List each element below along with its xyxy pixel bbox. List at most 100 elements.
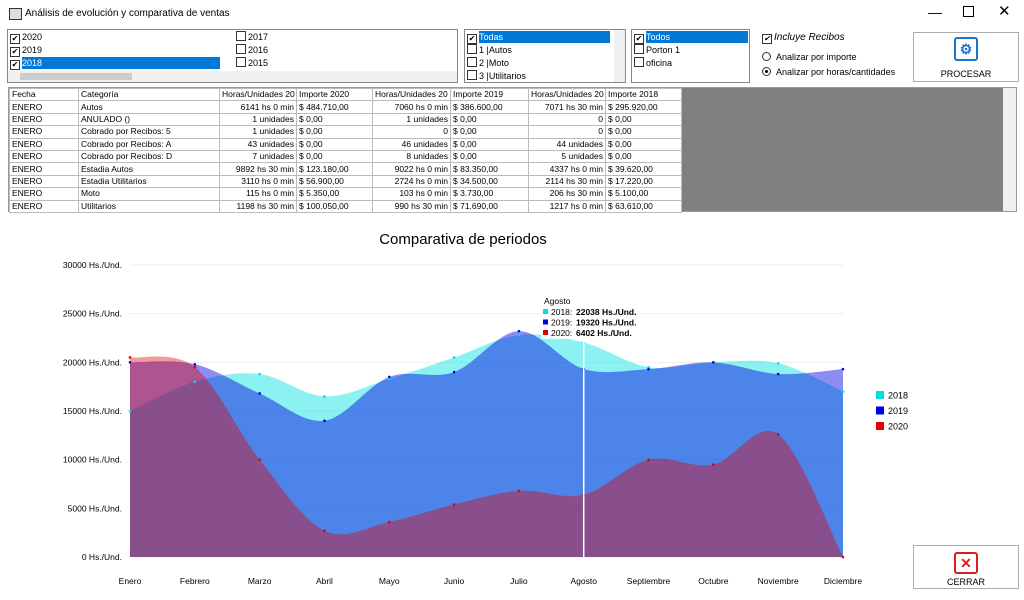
- app-icon: [9, 8, 22, 20]
- checkbox[interactable]: ✔: [634, 34, 644, 44]
- list-item-label: 2017: [248, 32, 269, 42]
- list-item-label: 2019: [22, 45, 43, 55]
- y-tick-label: 10000 Hs./Und.: [63, 455, 122, 465]
- tooltip-value: 22038 Hs./Und.: [576, 307, 636, 317]
- grid-scrollbar[interactable]: [1003, 88, 1016, 211]
- list-item-label: oficina: [646, 58, 673, 68]
- table-row[interactable]: ENERO Cobrado por Recibos: A 43 unidades $ …: [9, 137, 682, 151]
- list-item[interactable]: 1 |Autos: [467, 44, 612, 56]
- tooltip-swatch: [543, 309, 548, 314]
- checkbox[interactable]: [634, 57, 644, 67]
- table-cell: Estadia Autos: [78, 162, 220, 176]
- list-item[interactable]: 2017: [236, 31, 448, 43]
- horizontal-scrollbar[interactable]: [8, 71, 457, 82]
- list-item[interactable]: ✔ Todas: [467, 31, 612, 44]
- table-cell: ENERO: [9, 149, 79, 164]
- table-cell: $ 0,00: [296, 137, 373, 151]
- list-item[interactable]: ✔ 2018: [10, 57, 222, 70]
- column-header: Importe 2019: [450, 87, 529, 102]
- table-cell: $ 0,00: [296, 125, 373, 139]
- legend-label: 2020: [888, 422, 908, 432]
- table-row[interactable]: ENERO Estadia Autos 9892 hs 30 min $ 123.18…: [9, 162, 682, 176]
- data-point: [452, 370, 456, 374]
- list-item[interactable]: ✔ 2020: [10, 31, 222, 44]
- maximize-button[interactable]: [963, 6, 974, 17]
- table-cell: 44 unidades: [528, 137, 606, 151]
- year-list[interactable]: ✔ 2020 ✔ 2019 ✔ 2018 2017 2016 2015: [7, 29, 458, 83]
- table-cell: $ 0,00: [605, 112, 682, 127]
- vertical-scrollbar[interactable]: [614, 30, 625, 82]
- table-cell: Cobrado por Recibos: D: [78, 149, 220, 164]
- table-cell: $ 0,00: [296, 149, 373, 164]
- checkbox[interactable]: [236, 44, 246, 54]
- table-cell: $ 0,00: [450, 125, 529, 139]
- list-item[interactable]: ✔ Todos: [634, 31, 750, 44]
- checkbox[interactable]: [236, 57, 246, 67]
- radio-option[interactable]: Analizar por importe: [762, 51, 857, 63]
- data-point: [712, 361, 715, 364]
- table-row[interactable]: ENERO Autos 6141 hs 0 min $ 484.710,00 7060 …: [9, 100, 682, 114]
- table-row[interactable]: ENERO ANULADO () 1 unidades $ 0,00 1 unidade…: [9, 112, 682, 127]
- table-cell: $ 0,00: [605, 125, 682, 139]
- data-point: [712, 463, 715, 466]
- minimize-button[interactable]: —: [928, 4, 942, 20]
- radio-option[interactable]: Analizar por horas/cantidades: [762, 66, 895, 78]
- table-cell: $ 0,00: [450, 149, 529, 164]
- table-row[interactable]: ENERO Moto 115 hs 0 min $ 5.350,00 103 hs 0 …: [9, 187, 682, 201]
- checkbox[interactable]: ✔: [10, 60, 20, 70]
- table-cell: 990 hs 30 min: [372, 199, 451, 213]
- legend-swatch: [876, 422, 884, 430]
- y-tick-label: 15000 Hs./Und.: [63, 406, 122, 416]
- table-cell: $ 0,00: [450, 137, 529, 151]
- radio: [762, 52, 771, 61]
- checkbox[interactable]: ✔: [467, 34, 477, 44]
- table-cell: Utilitarios: [78, 199, 220, 213]
- table-cell: 1198 hs 30 min: [219, 199, 297, 213]
- table-cell: $ 3.730,00: [450, 187, 529, 201]
- list-item[interactable]: oficina: [634, 57, 750, 69]
- table-row[interactable]: ENERO Utilitarios 1198 hs 30 min $ 100.050,…: [9, 199, 682, 213]
- list-item[interactable]: ✔ 2019: [10, 44, 222, 57]
- data-point: [323, 395, 326, 398]
- checkbox[interactable]: [236, 31, 246, 41]
- list-item[interactable]: 2015: [236, 57, 448, 69]
- list-item[interactable]: Porton 1: [634, 44, 750, 56]
- close-window-button[interactable]: ✕: [998, 3, 1011, 20]
- category-list[interactable]: ✔ Todas 1 |Autos 2 |Moto 3 |Utilitarios: [464, 29, 626, 83]
- process-button[interactable]: ⚙ PROCESAR: [913, 32, 1019, 82]
- data-point: [517, 489, 521, 493]
- close-button[interactable]: ✕ CERRAR: [913, 545, 1019, 589]
- data-grid: Fecha Categoría Horas/Unidades 20 Importe 2…: [8, 87, 1017, 213]
- include-receipts[interactable]: ✔ Incluye Recibos: [762, 32, 845, 44]
- checkbox[interactable]: [634, 44, 644, 54]
- checkbox[interactable]: ✔: [10, 47, 20, 57]
- close-icon: ✕: [954, 552, 978, 574]
- table-cell: 7071 hs 30 min: [528, 100, 606, 114]
- tooltip-swatch: [543, 330, 548, 335]
- area: [130, 334, 843, 557]
- checkbox[interactable]: [467, 70, 477, 80]
- port-list[interactable]: ✔ Todos Porton 1 oficina: [631, 29, 750, 83]
- list-item[interactable]: 2016: [236, 44, 448, 56]
- table-cell: 46 unidades: [372, 137, 451, 151]
- window-title: Análisis de evolución y comparativa de v…: [25, 8, 230, 19]
- data-point: [517, 329, 521, 333]
- list-item[interactable]: 2 |Moto: [467, 57, 612, 69]
- y-tick-label: 30000 Hs./Und.: [63, 260, 122, 270]
- tooltip-value: 19320 Hs./Und.: [576, 318, 636, 328]
- table-cell: Estadia Utilitarios: [78, 174, 220, 189]
- column-header: Horas/Unidades 20: [528, 87, 606, 102]
- table-cell: 1 unidades: [219, 125, 297, 139]
- scrollbar-thumb[interactable]: [20, 73, 132, 80]
- checkbox[interactable]: [467, 44, 477, 54]
- table-cell: Moto: [78, 187, 220, 201]
- table-row[interactable]: ENERO Estadia Utilitarios 3110 hs 0 min $ 5…: [9, 174, 682, 189]
- checkbox[interactable]: ✔: [10, 34, 20, 44]
- checkbox[interactable]: [467, 57, 477, 67]
- x-tick-label: Septiembre: [627, 576, 671, 586]
- list-item[interactable]: 3 |Utilitarios: [467, 70, 612, 82]
- data-point: [128, 409, 132, 413]
